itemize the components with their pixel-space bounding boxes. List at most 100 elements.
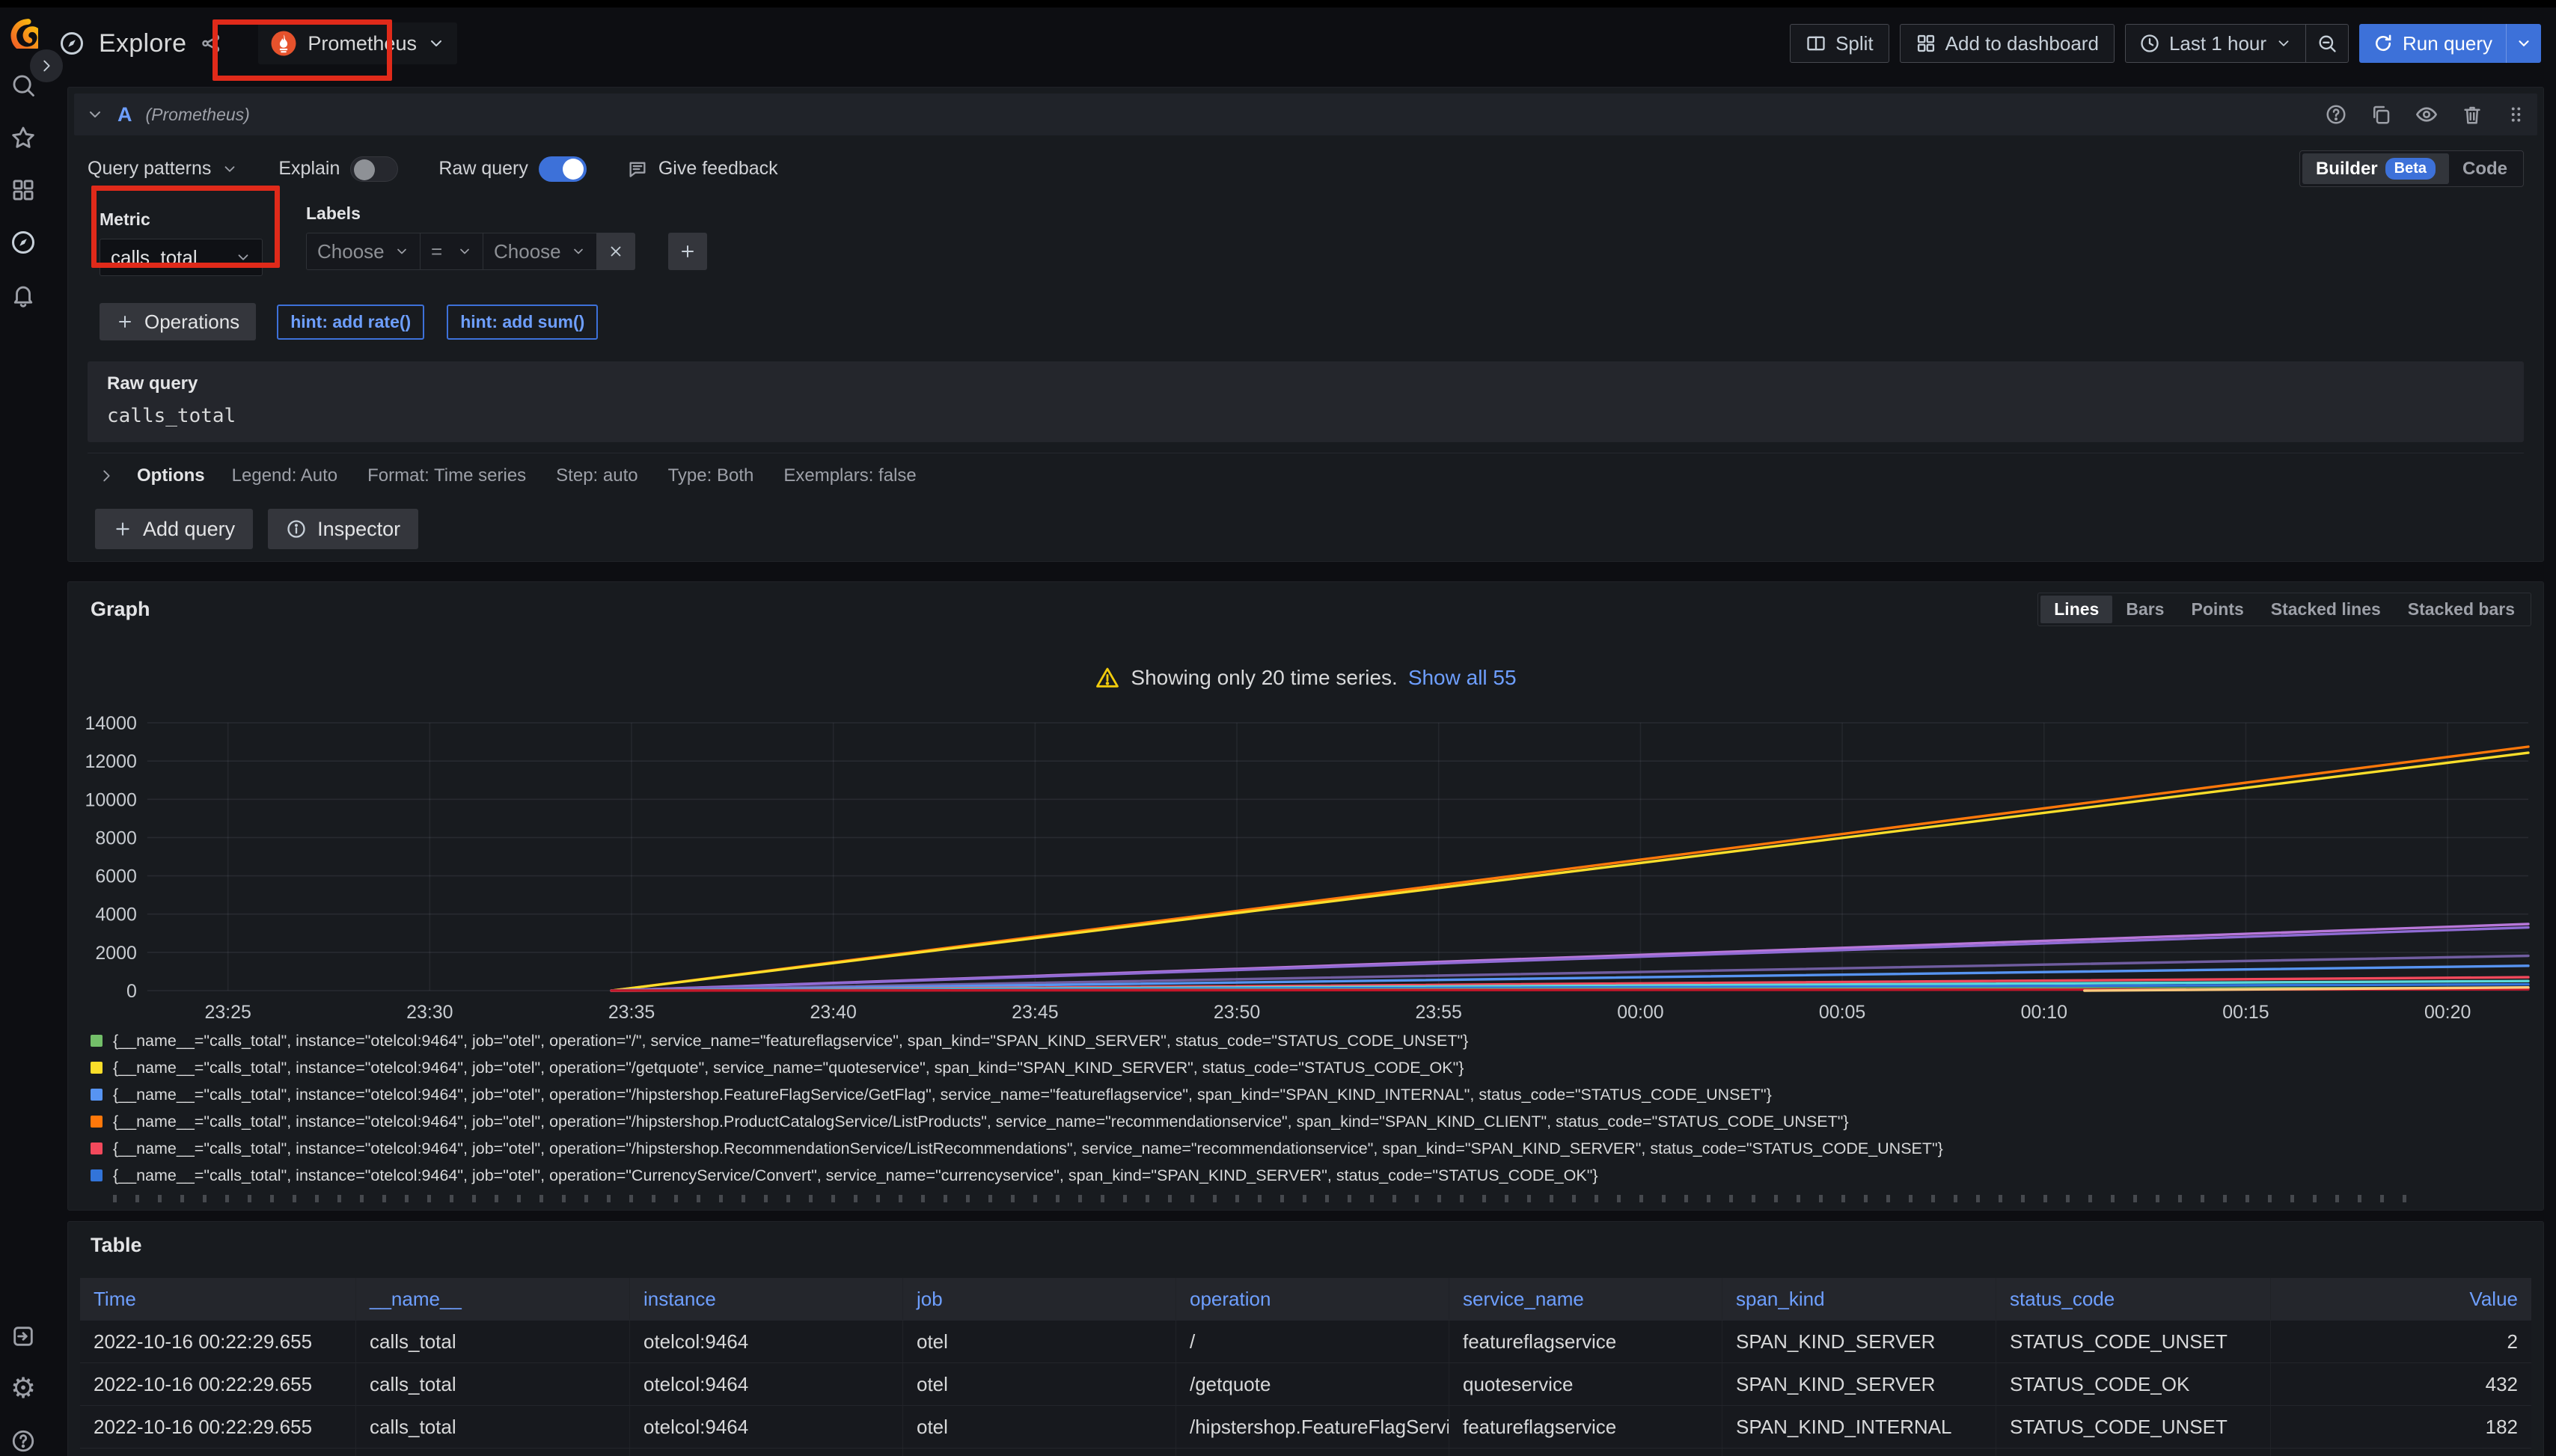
give-feedback-link[interactable]: Give feedback bbox=[627, 158, 778, 180]
datasource-picker[interactable]: Prometheus bbox=[258, 22, 457, 64]
metric-select[interactable]: calls_total bbox=[100, 239, 263, 276]
sidebar-expand-button[interactable] bbox=[30, 49, 63, 82]
search-minus-icon bbox=[2317, 33, 2338, 54]
inspector-button[interactable]: Inspector bbox=[268, 509, 418, 549]
sidebar-item-help[interactable] bbox=[8, 1426, 38, 1456]
query-row-header[interactable]: A (Prometheus) bbox=[74, 94, 2537, 135]
graph-mode-tab-points[interactable]: Points bbox=[2177, 596, 2257, 623]
query-patterns-label: Query patterns bbox=[88, 158, 211, 180]
query-patterns-dropdown[interactable]: Query patterns bbox=[88, 158, 238, 180]
query-options-row[interactable]: Options Legend: AutoFormat: Time seriesS… bbox=[88, 453, 2524, 489]
table-row: 2022-10-16 00:22:29.655calls_totalotelco… bbox=[80, 1405, 2531, 1448]
query-remove-button[interactable] bbox=[2461, 103, 2483, 126]
y-axis-tick: 12000 bbox=[85, 751, 137, 772]
column-header-operation[interactable]: operation bbox=[1175, 1278, 1449, 1320]
legend-item[interactable]: {__name__="calls_total", instance="otelc… bbox=[91, 1108, 2531, 1135]
query-drag-handle[interactable] bbox=[2506, 103, 2525, 126]
add-operation-button[interactable]: Operations bbox=[100, 303, 256, 340]
add-label-filter-button[interactable] bbox=[668, 233, 707, 270]
zoom-out-time-button[interactable] bbox=[2305, 25, 2348, 62]
explain-toggle[interactable] bbox=[350, 156, 398, 182]
sidebar-item-starred[interactable] bbox=[8, 123, 38, 153]
query-hint-button[interactable]: hint: add rate() bbox=[277, 305, 424, 340]
explain-toggle-group: Explain bbox=[278, 156, 398, 182]
grafana-logo[interactable] bbox=[8, 18, 38, 48]
table-panel: Table Time__name__instancejoboperationse… bbox=[67, 1221, 2544, 1456]
column-header-name[interactable]: __name__ bbox=[355, 1278, 629, 1320]
angle-right-icon bbox=[98, 468, 114, 484]
graph-mode-tab-lines[interactable]: Lines bbox=[2040, 596, 2112, 623]
column-header-servicename[interactable]: service_name bbox=[1449, 1278, 1722, 1320]
sidebar-item-sign-in[interactable] bbox=[8, 1321, 38, 1351]
add-query-button[interactable]: Add query bbox=[95, 509, 253, 549]
operations-label: Operations bbox=[144, 311, 239, 334]
column-header-spankind[interactable]: span_kind bbox=[1722, 1278, 1996, 1320]
eye-icon bbox=[2415, 103, 2439, 126]
remove-label-filter-button[interactable] bbox=[596, 233, 635, 270]
sidebar-item-explore[interactable] bbox=[8, 227, 38, 257]
table-cell: SPAN_KIND_INTERNAL bbox=[1722, 1406, 1996, 1448]
table-cell: otel bbox=[902, 1449, 1175, 1456]
explore-content: A (Prometheus) Query patterns Explain bbox=[46, 79, 2556, 1456]
column-header-job[interactable]: job bbox=[902, 1278, 1175, 1320]
legend-item[interactable]: {__name__="calls_total", instance="otelc… bbox=[91, 1054, 2531, 1081]
options-summary: Legend: AutoFormat: Time seriesStep: aut… bbox=[232, 465, 917, 486]
x-axis-tick: 23:55 bbox=[1416, 1002, 1462, 1023]
code-mode-tab[interactable]: Code bbox=[2449, 154, 2521, 184]
options-label: Options bbox=[137, 465, 205, 486]
query-disable-button[interactable] bbox=[2415, 103, 2439, 126]
split-button[interactable]: Split bbox=[1790, 24, 1889, 63]
graph-mode-tab-stacked-lines[interactable]: Stacked lines bbox=[2257, 596, 2394, 623]
chevron-down-icon[interactable] bbox=[86, 105, 104, 123]
column-header-statuscode[interactable]: status_code bbox=[1996, 1278, 2270, 1320]
y-axis-tick: 14000 bbox=[85, 713, 137, 734]
legend-item[interactable]: {__name__="calls_total", instance="otelc… bbox=[91, 1081, 2531, 1108]
column-header-value[interactable]: Value bbox=[2270, 1278, 2531, 1320]
chevron-down-icon bbox=[221, 161, 238, 177]
column-header-instance[interactable]: instance bbox=[629, 1278, 902, 1320]
chevron-down-icon bbox=[2275, 35, 2292, 52]
raw-query-toggle[interactable] bbox=[539, 156, 587, 182]
sidebar-item-dashboards[interactable] bbox=[8, 175, 38, 205]
share-icon[interactable] bbox=[200, 32, 222, 55]
run-query-caret[interactable] bbox=[2506, 24, 2541, 63]
operations-row: Operations hint: add rate() hint: add sum… bbox=[88, 303, 2524, 340]
legend-item[interactable]: {__name__="calls_total", instance="otelc… bbox=[91, 1027, 2531, 1054]
sidebar-item-alerting[interactable] bbox=[8, 280, 38, 310]
column-header-time[interactable]: Time bbox=[80, 1278, 355, 1320]
time-series-chart[interactable]: 0200040006000800010000120001400023:2523:… bbox=[80, 704, 2531, 1026]
query-hint-button[interactable]: hint: add sum() bbox=[447, 305, 598, 340]
time-range-button[interactable]: Last 1 hour bbox=[2126, 25, 2305, 62]
table-cell: featureflagservice bbox=[1449, 1406, 1722, 1448]
chevron-down-icon bbox=[394, 244, 409, 259]
warning-icon bbox=[1095, 665, 1120, 691]
help-circle-icon bbox=[10, 1428, 36, 1454]
run-query-button[interactable]: Run query bbox=[2359, 24, 2541, 63]
graph-mode-tab-stacked-bars[interactable]: Stacked bars bbox=[2394, 596, 2528, 623]
legend-swatch bbox=[91, 1062, 103, 1074]
legend-item[interactable]: {__name__="calls_total", instance="otelc… bbox=[91, 1162, 2531, 1189]
x-axis-tick: 23:45 bbox=[1012, 1002, 1058, 1023]
query-help-button[interactable] bbox=[2325, 103, 2347, 126]
label-key-select[interactable]: Choose bbox=[306, 233, 420, 270]
sidebar-item-configuration[interactable]: ⚙ bbox=[8, 1374, 38, 1404]
comment-icon bbox=[627, 159, 648, 180]
show-all-series-link[interactable]: Show all 55 bbox=[1408, 666, 1517, 690]
info-circle-icon bbox=[286, 519, 307, 539]
legend-item[interactable]: {__name__="calls_total", instance="otelc… bbox=[91, 1135, 2531, 1162]
apps-icon bbox=[10, 177, 36, 203]
label-operator-select[interactable]: = bbox=[420, 233, 483, 270]
split-icon bbox=[1806, 33, 1826, 54]
add-to-dashboard-label: Add to dashboard bbox=[1945, 32, 2099, 55]
graph-mode-tab-bars[interactable]: Bars bbox=[2112, 596, 2177, 623]
builder-mode-tab[interactable]: Builder Beta bbox=[2302, 153, 2449, 184]
gear-icon: ⚙ bbox=[10, 1374, 36, 1403]
table-cell: calls_total bbox=[355, 1321, 629, 1362]
add-to-dashboard-button[interactable]: Add to dashboard bbox=[1900, 24, 2115, 63]
x-axis-tick: 00:20 bbox=[2424, 1002, 2471, 1023]
x-axis-tick: 23:30 bbox=[406, 1002, 453, 1023]
star-icon bbox=[10, 125, 36, 150]
query-duplicate-button[interactable] bbox=[2370, 103, 2392, 126]
table-cell: 182 bbox=[2270, 1406, 2531, 1448]
label-value-select[interactable]: Choose bbox=[483, 233, 596, 270]
